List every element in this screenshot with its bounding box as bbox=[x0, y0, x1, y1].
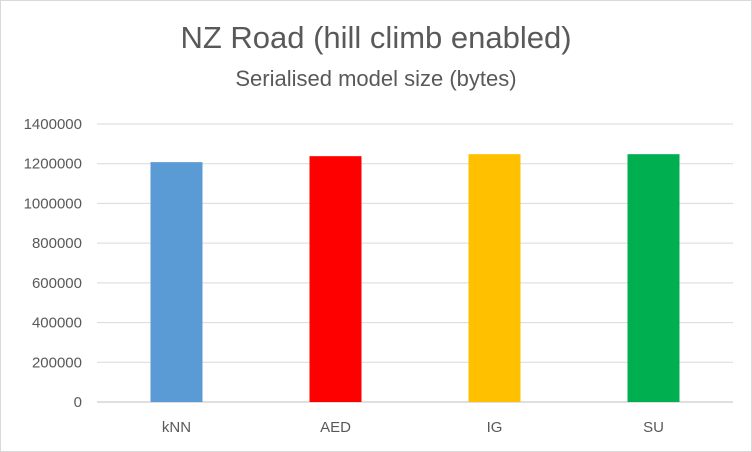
y-tick-label: 1200000 bbox=[24, 156, 82, 173]
y-axis-tick-labels: 0 200000 400000 600000 800000 1000000 1200000 1… bbox=[24, 116, 82, 411]
chart-title: NZ Road (hill climb enabled) bbox=[180, 20, 572, 55]
y-tick-label: 1400000 bbox=[24, 116, 82, 133]
y-tick-label: 1000000 bbox=[24, 195, 82, 212]
x-tick-label: SU bbox=[643, 419, 664, 436]
x-axis-tick-labels: kNN AED IG SU bbox=[162, 419, 664, 436]
x-tick-label: AED bbox=[320, 419, 351, 436]
x-tick-label: IG bbox=[487, 419, 503, 436]
bar-su bbox=[627, 154, 680, 402]
gridlines bbox=[97, 123, 733, 403]
y-tick-label: 600000 bbox=[32, 275, 82, 292]
x-tick-label: kNN bbox=[162, 419, 191, 436]
y-tick-label: 400000 bbox=[32, 315, 82, 332]
bars bbox=[150, 154, 680, 402]
y-tick-label: 800000 bbox=[32, 235, 82, 252]
y-tick-label: 0 bbox=[74, 394, 82, 411]
bar-aed bbox=[309, 156, 362, 402]
bar-ig bbox=[468, 154, 521, 402]
bar-knn bbox=[150, 162, 203, 402]
y-tick-label: 200000 bbox=[32, 354, 82, 371]
chart-subtitle: Serialised model size (bytes) bbox=[235, 66, 517, 91]
